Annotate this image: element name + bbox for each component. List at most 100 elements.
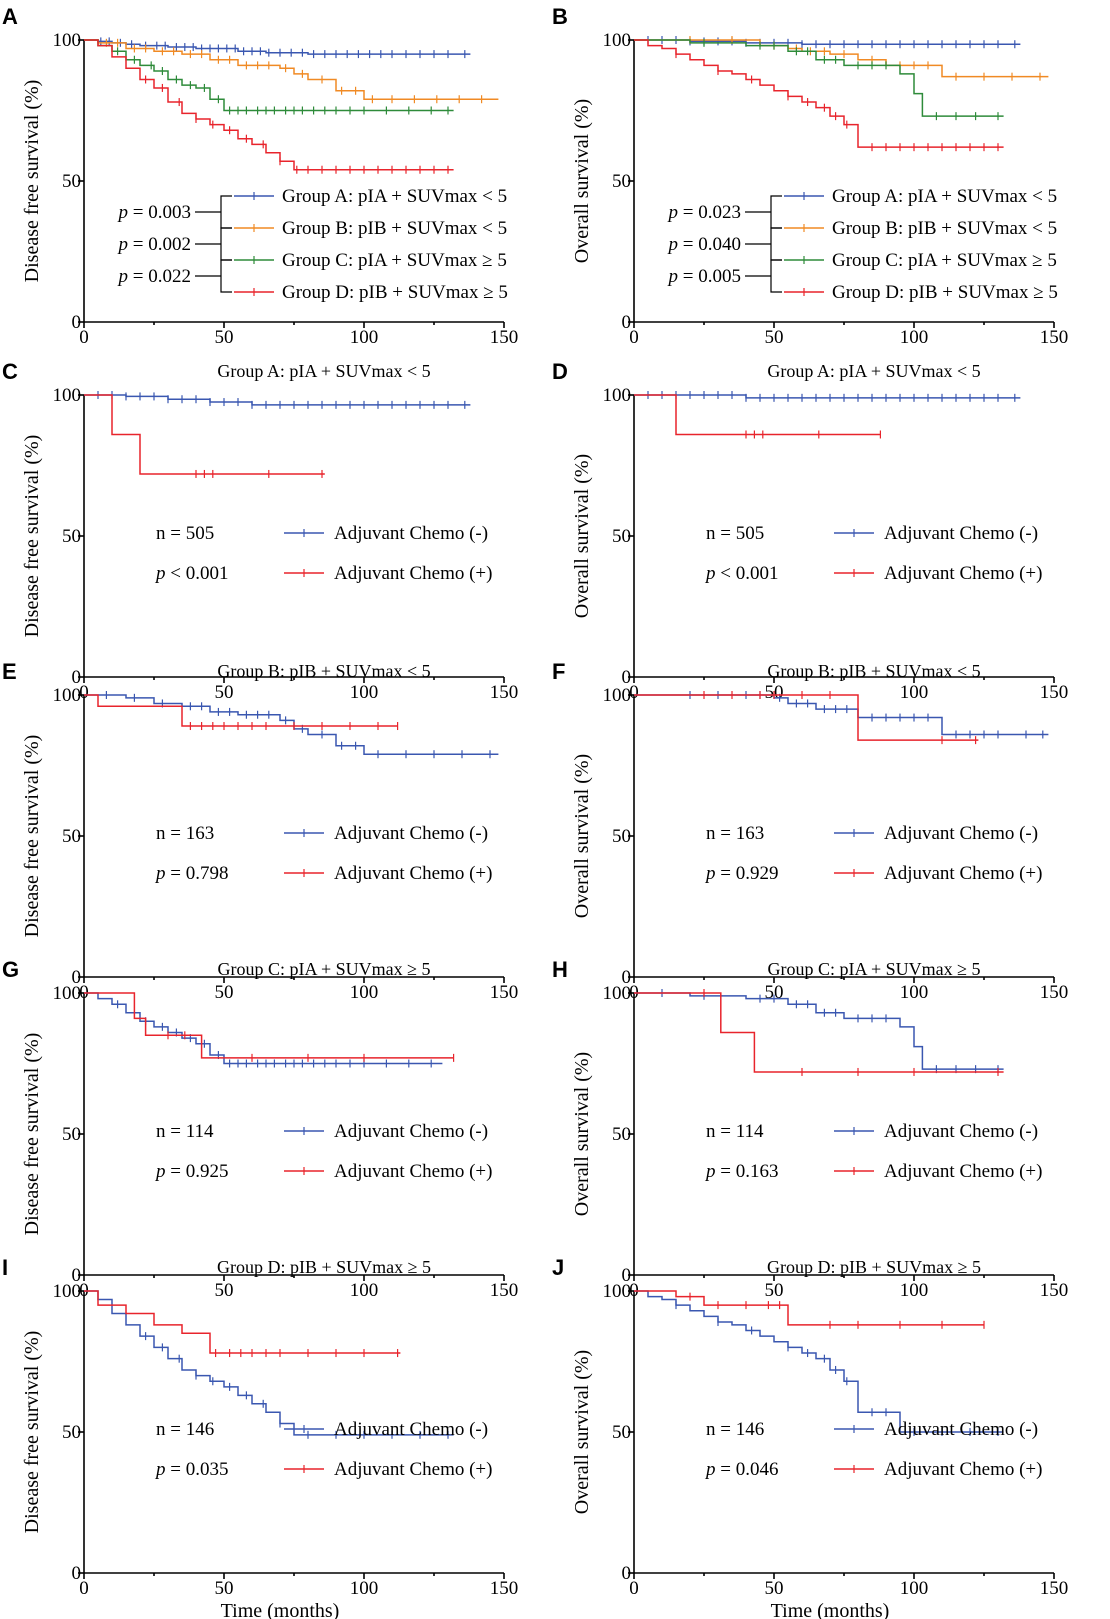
- y-tick-label: 100: [603, 685, 632, 706]
- p-value: = 0.003: [133, 202, 191, 223]
- x-tick-label: 50: [215, 327, 234, 348]
- legend-label: Adjuvant Chemo (-): [884, 1121, 1038, 1142]
- pvalue-text: p = 0.003: [117, 202, 191, 223]
- x-tick-label: 0: [629, 682, 639, 703]
- pvalue-text: p < 0.001: [154, 563, 228, 584]
- panel-h: H Group C: pIA + SUVmax ≥ 5 0 50 100 150 0 50 10…: [552, 957, 1068, 1301]
- y-tick-label: 100: [53, 983, 82, 1004]
- x-tick-label: 150: [1040, 982, 1069, 1003]
- y-axis-label: Disease free survival (%): [21, 435, 43, 638]
- survival-curve: [634, 39, 1004, 117]
- legend-label: Adjuvant Chemo (+): [334, 563, 492, 584]
- legend-label: Group C: pIA + SUVmax ≥ 5: [832, 250, 1057, 271]
- legend-label: Adjuvant Chemo (+): [334, 1161, 492, 1182]
- y-tick-label: 50: [612, 826, 631, 847]
- y-tick-label: 0: [72, 1265, 82, 1286]
- survival-curve: [84, 39, 471, 55]
- panel-letter: J: [552, 1255, 564, 1280]
- p-value: < 0.001: [720, 563, 778, 584]
- y-axis-label: Overall survival (%): [571, 99, 593, 263]
- panel-d: D Group A: pIA + SUVmax < 50 50 100 15005010…: [552, 359, 1068, 703]
- x-tick-label: 100: [350, 682, 379, 703]
- panel-i: I Group D: pIB + SUVmax ≥ 5 0 50 100 150 0 50 10…: [2, 1255, 518, 1619]
- survival-curve: [84, 1290, 401, 1354]
- panel-e: E Group B: pIB + SUVmax < 5 0 50 100 150 0 50 10…: [2, 659, 518, 1003]
- legend-label: Adjuvant Chemo (-): [884, 823, 1038, 844]
- sample-size: n = 114: [706, 1121, 764, 1142]
- pvalue-text: p = 0.040: [667, 234, 741, 255]
- legend-label: Group B: pIB + SUVmax < 5: [832, 218, 1057, 239]
- sample-size: n = 505: [156, 523, 214, 544]
- y-tick-label: 50: [612, 526, 631, 547]
- survival-curve: [634, 992, 1004, 1070]
- p-value: = 0.925: [170, 1161, 228, 1182]
- y-tick-label: 50: [612, 171, 631, 192]
- survival-curve: [634, 39, 1049, 78]
- panel-letter: B: [552, 4, 568, 29]
- panel-letter: H: [552, 957, 568, 982]
- x-tick-label: 0: [629, 327, 639, 348]
- x-tick-label: 100: [350, 327, 379, 348]
- pvalue-bracket: [220, 259, 232, 293]
- p-value: = 0.798: [170, 863, 228, 884]
- x-tick-label: 100: [900, 1578, 929, 1599]
- x-tick-label: 150: [490, 682, 519, 703]
- p-symbol: p: [117, 266, 133, 287]
- x-tick-label: 100: [350, 982, 379, 1003]
- panel-title: Group B: pIB + SUVmax < 5: [767, 661, 980, 681]
- panel-title: Group C: pIA + SUVmax ≥ 5: [767, 959, 980, 979]
- x-tick-label: 100: [350, 1578, 379, 1599]
- pvalue-text: p = 0.046: [704, 1459, 778, 1480]
- p-symbol: p: [154, 1459, 170, 1480]
- panel-g: G Group C: pIA + SUVmax ≥ 5 0 50 100 150 0 50 10…: [2, 957, 518, 1301]
- y-axis-label: Disease free survival (%): [21, 735, 43, 938]
- p-value: = 0.002: [133, 234, 191, 255]
- x-tick-label: 50: [215, 982, 234, 1003]
- x-tick-label: 100: [900, 982, 929, 1003]
- p-value: = 0.022: [133, 266, 191, 287]
- survival-curve: [634, 1290, 1004, 1433]
- y-tick-label: 0: [72, 667, 82, 688]
- legend-label: Group A: pIA + SUVmax < 5: [282, 186, 507, 207]
- survival-curve: [634, 394, 1021, 399]
- legend-label: Adjuvant Chemo (+): [334, 863, 492, 884]
- legend-label: Adjuvant Chemo (-): [334, 1419, 488, 1440]
- survival-curve: [84, 39, 499, 100]
- y-axis-label: Disease free survival (%): [21, 80, 43, 283]
- panel-letter: E: [2, 659, 17, 684]
- x-tick-label: 150: [1040, 1578, 1069, 1599]
- panel-title: Group D: pIB + SUVmax ≥ 5: [217, 1257, 431, 1277]
- survival-curve: [634, 694, 1049, 736]
- p-symbol: p: [704, 1459, 720, 1480]
- x-tick-label: 100: [350, 1280, 379, 1301]
- sample-size: n = 146: [156, 1419, 214, 1440]
- x-axis-label: Time (months): [221, 1600, 340, 1619]
- y-tick-label: 0: [622, 1563, 632, 1584]
- panel-title: Group D: pIB + SUVmax ≥ 5: [767, 1257, 981, 1277]
- p-value: = 0.163: [720, 1161, 778, 1182]
- survival-curve: [84, 694, 499, 755]
- y-axis-label: Overall survival (%): [571, 1052, 593, 1216]
- panel-letter: I: [2, 1255, 8, 1280]
- legend-label: Adjuvant Chemo (+): [884, 1161, 1042, 1182]
- y-tick-label: 50: [612, 1422, 631, 1443]
- pvalue-bracket: [770, 195, 782, 229]
- panel-f: F Group B: pIB + SUVmax < 5 0 50 100 150 0 50 10…: [552, 659, 1068, 1003]
- y-tick-label: 0: [72, 312, 82, 333]
- y-tick-label: 100: [603, 385, 632, 406]
- y-tick-label: 100: [53, 30, 82, 51]
- x-tick-label: 50: [765, 982, 784, 1003]
- panel-letter: G: [2, 957, 19, 982]
- y-tick-label: 50: [62, 526, 81, 547]
- pvalue-text: p = 0.035: [154, 1459, 228, 1480]
- panel-b: B 0 50 100 150 0 50 100 Overall survival (%) Grou…: [552, 4, 1068, 348]
- y-tick-label: 100: [603, 30, 632, 51]
- x-tick-label: 150: [490, 1578, 519, 1599]
- survival-curve: [84, 992, 443, 1065]
- pvalue-text: p = 0.005: [667, 266, 741, 287]
- y-tick-label: 50: [62, 826, 81, 847]
- x-tick-label: 150: [1040, 1280, 1069, 1301]
- y-axis-label: Disease free survival (%): [21, 1331, 43, 1534]
- pvalue-text: p = 0.022: [117, 266, 191, 287]
